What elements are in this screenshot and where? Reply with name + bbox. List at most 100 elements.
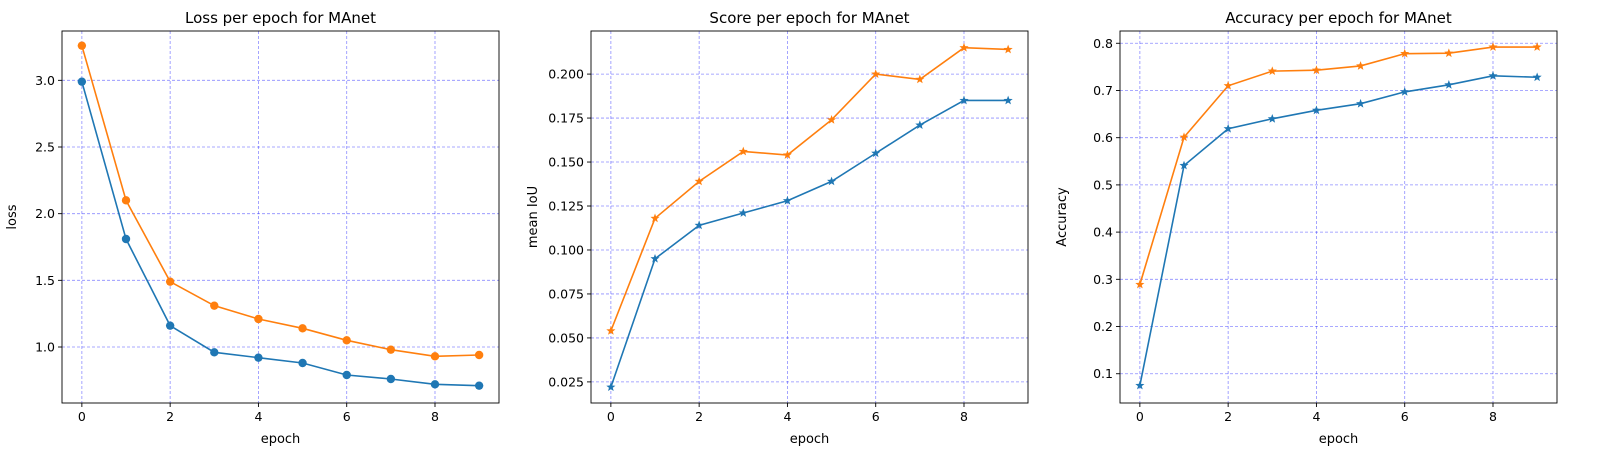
x-axis-label: epoch bbox=[261, 432, 301, 447]
data-point bbox=[1444, 80, 1454, 89]
data-point bbox=[871, 69, 881, 78]
data-point bbox=[782, 150, 792, 159]
series-line-2 bbox=[1139, 46, 1538, 285]
series-line-1 bbox=[1139, 75, 1538, 386]
data-point bbox=[738, 208, 748, 217]
data-point bbox=[430, 352, 440, 361]
data-point bbox=[77, 77, 87, 86]
data-point bbox=[474, 350, 484, 360]
data-point bbox=[121, 234, 131, 244]
data-point bbox=[298, 358, 307, 368]
y-tick-label: 0.075 bbox=[548, 286, 584, 301]
data-point bbox=[1532, 42, 1542, 51]
data-point bbox=[606, 326, 616, 335]
y-tick-label: 0.100 bbox=[548, 242, 584, 257]
data-point bbox=[1488, 71, 1498, 80]
data-point bbox=[474, 381, 484, 390]
data-point bbox=[1267, 66, 1277, 76]
y-tick-label: 1.0 bbox=[35, 340, 55, 355]
data-point bbox=[959, 95, 969, 105]
y-tick-label: 0.7 bbox=[1093, 83, 1113, 98]
y-tick-label: 0.125 bbox=[548, 199, 584, 214]
data-point bbox=[342, 336, 351, 345]
data-point bbox=[694, 220, 704, 230]
data-point bbox=[254, 353, 263, 362]
x-tick-label: 6 bbox=[1401, 409, 1409, 424]
data-point bbox=[210, 301, 219, 310]
y-tick-label: 1.5 bbox=[35, 273, 55, 288]
data-point bbox=[165, 321, 175, 330]
y-tick-label: 0.5 bbox=[1093, 177, 1113, 192]
subplot-2: 0 2 4 6 8 0.025 0.050 0.075 0.100 0.125 0.150 0.175… bbox=[526, 9, 1029, 447]
axes-frame bbox=[590, 30, 1029, 404]
data-point bbox=[606, 382, 616, 392]
y-tick-label: 2.5 bbox=[35, 140, 55, 155]
data-point bbox=[1135, 279, 1145, 289]
data-point bbox=[650, 213, 660, 223]
data-point bbox=[1532, 72, 1542, 82]
axes-frame bbox=[61, 30, 500, 404]
y-tick-label: 0.025 bbox=[548, 374, 584, 389]
data-point bbox=[298, 324, 307, 333]
series-line-1 bbox=[610, 99, 1009, 388]
x-tick-label: 6 bbox=[343, 409, 351, 424]
data-point bbox=[77, 41, 87, 50]
data-point bbox=[1179, 160, 1189, 170]
y-tick-label: 0.200 bbox=[548, 67, 584, 82]
x-tick-label: 0 bbox=[607, 409, 615, 424]
y-tick-label: 2.0 bbox=[35, 206, 55, 221]
chart-title: Loss per epoch for MAnet bbox=[185, 9, 376, 27]
data-point bbox=[1400, 87, 1410, 96]
data-point bbox=[1267, 114, 1277, 123]
subplot-3: 0 2 4 6 8 0.1 0.2 0.3 0.4 0.5 0.6 0.7 0.8 Accuracy pe… bbox=[1055, 9, 1558, 447]
data-point bbox=[959, 42, 969, 52]
data-point bbox=[782, 195, 792, 205]
data-point bbox=[121, 196, 131, 205]
x-axis-label: epoch bbox=[790, 432, 830, 447]
data-point bbox=[1223, 80, 1233, 90]
data-point bbox=[827, 176, 837, 186]
y-tick-label: 0.150 bbox=[548, 155, 584, 170]
x-tick-label: 8 bbox=[1489, 409, 1497, 424]
x-tick-label: 2 bbox=[1224, 409, 1232, 424]
data-point bbox=[1311, 105, 1321, 115]
data-point bbox=[1444, 48, 1454, 58]
y-tick-label: 0.3 bbox=[1093, 272, 1113, 287]
chart-title: Accuracy per epoch for MAnet bbox=[1225, 9, 1452, 27]
y-tick-label: 0.1 bbox=[1093, 366, 1113, 381]
x-tick-label: 2 bbox=[695, 409, 703, 424]
axes-frame bbox=[1119, 30, 1558, 404]
y-tick-label: 0.050 bbox=[548, 330, 584, 345]
x-tick-label: 6 bbox=[872, 409, 880, 424]
data-point bbox=[1356, 61, 1366, 70]
x-tick-label: 4 bbox=[783, 409, 791, 424]
x-tick-label: 8 bbox=[960, 409, 968, 424]
data-point bbox=[342, 370, 351, 380]
y-tick-label: 3.0 bbox=[35, 73, 55, 88]
data-point bbox=[210, 348, 219, 357]
data-point bbox=[1135, 380, 1145, 390]
data-point bbox=[254, 314, 263, 324]
data-point bbox=[827, 115, 837, 124]
data-point bbox=[650, 253, 660, 263]
data-point bbox=[1400, 48, 1410, 58]
y-axis-label: Accuracy bbox=[1055, 187, 1070, 247]
x-tick-label: 8 bbox=[431, 409, 439, 424]
series-line-1 bbox=[81, 81, 480, 387]
subplot-1: 0 2 4 6 8 1.0 1.5 2.0 2.5 3.0 Loss per epoch for M… bbox=[5, 9, 500, 447]
x-tick-label: 2 bbox=[166, 409, 174, 424]
data-point bbox=[165, 277, 175, 286]
data-point bbox=[915, 120, 925, 129]
data-point bbox=[1179, 132, 1189, 142]
y-axis-label: loss bbox=[5, 204, 20, 229]
data-point bbox=[1003, 44, 1013, 54]
data-point bbox=[430, 380, 440, 389]
data-point bbox=[1488, 42, 1498, 51]
data-point bbox=[386, 345, 396, 354]
data-point bbox=[1223, 123, 1233, 133]
y-tick-label: 0.4 bbox=[1093, 225, 1113, 240]
data-point bbox=[738, 146, 748, 156]
y-tick-label: 0.2 bbox=[1093, 319, 1113, 334]
x-tick-label: 0 bbox=[1136, 409, 1144, 424]
